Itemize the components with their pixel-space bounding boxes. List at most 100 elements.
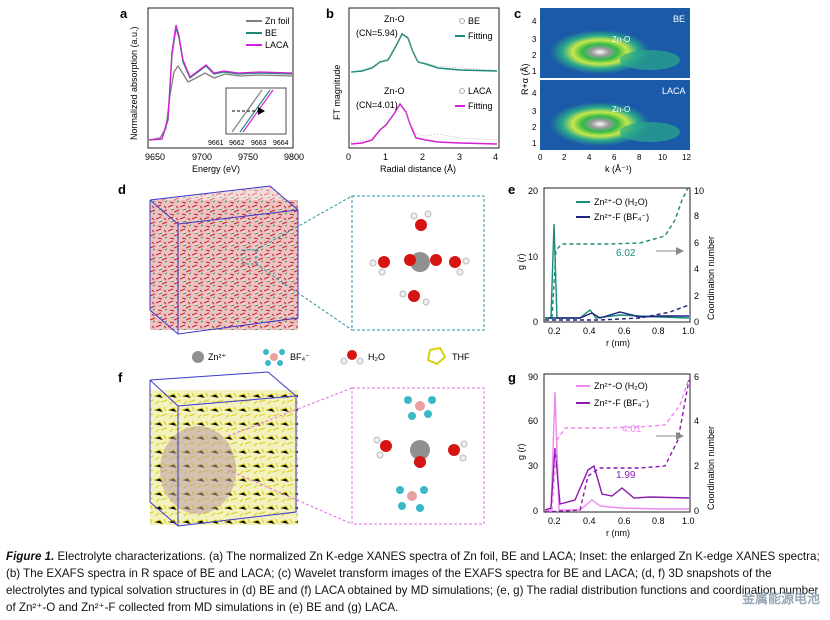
x-axis-label: r (nm): [606, 338, 630, 348]
x-tick-label: 9750: [238, 152, 258, 162]
x-axis-label: Radial distance (Å): [380, 164, 456, 174]
panel-letter-e: e: [508, 182, 515, 197]
cn-value-zn-f: 1.99: [616, 470, 636, 481]
x-tick: 12: [682, 153, 691, 162]
axes-frame: [543, 373, 691, 513]
x-tick-labels: 9650 9700 9750 9800: [145, 152, 304, 162]
y-tick-left: 0: [533, 506, 538, 516]
inset-arrow-head: [258, 107, 265, 115]
panel-letter-b: b: [326, 6, 334, 21]
zoom-region: [241, 249, 257, 265]
curve-laca: [148, 24, 293, 141]
species-label: BF₄⁻: [290, 352, 310, 362]
water-molecule: [380, 440, 392, 452]
y-tick: 3: [532, 35, 537, 44]
species-label: THF: [452, 352, 470, 362]
cn-zn-o: [544, 377, 690, 513]
peak-label-bottom: Zn-O: [384, 86, 405, 96]
x-tick-label: 1: [383, 152, 388, 162]
rdf-zn-o: [545, 391, 689, 511]
legend-marker-be: [459, 18, 465, 24]
x-tick: 0.6: [618, 516, 631, 526]
peak-label-top: Zn-O: [384, 14, 405, 24]
zn-ion-icon: [192, 351, 204, 363]
panel-letter-a: a: [120, 6, 128, 21]
x-tick-label: 9650: [145, 152, 165, 162]
water-molecule: [415, 219, 427, 231]
x-tick: 0: [538, 153, 543, 162]
y-axis-label-left: g (r): [516, 444, 526, 461]
cn-arrow-head: [676, 432, 684, 440]
inset: 9661 9662 9663 9664: [208, 87, 289, 147]
x-tick: 0.2: [548, 516, 561, 526]
panel-b: b FT magnitude Radial distance (Å) 0 1 2…: [326, 6, 500, 174]
legend-label: BE: [265, 28, 277, 38]
legend-label: Fitting: [468, 31, 493, 41]
y-tick-right: 2: [694, 291, 699, 301]
panel-letter-f: f: [118, 370, 123, 385]
x-tick: 8: [637, 153, 642, 162]
cn-zn-o: [545, 187, 689, 319]
rdf-zn-f: [544, 447, 690, 511]
x-tick-label: 3: [457, 152, 462, 162]
rdf-zn-o: [545, 223, 690, 319]
x-axis-label: Energy (eV): [192, 164, 240, 174]
curve-zn-foil: [148, 64, 293, 141]
map-label-laca: LACA: [662, 86, 686, 96]
y-axis-label: Normalized absorption (a.u.): [129, 26, 139, 140]
x-tick: 0.2: [548, 326, 561, 336]
watermark: 金属能源电池: [741, 591, 820, 606]
bf4-icon: [263, 349, 285, 366]
legend-marker-laca: [459, 88, 465, 94]
y-tick: 3: [532, 107, 537, 116]
x-tick: 10: [658, 153, 667, 162]
y-tick-left: 20: [528, 186, 538, 196]
y-tick-right: 6: [694, 372, 699, 382]
bf4-anion: [407, 491, 417, 501]
panel-g: g g (r) Coordination number 0 30 60 90 0…: [508, 370, 716, 538]
y-tick-left: 0: [533, 317, 538, 327]
zoom-line: [227, 469, 353, 525]
legend-label: Zn²⁺-O (H₂O): [594, 381, 648, 391]
inset-tick: 9661: [208, 140, 224, 147]
water-molecule: [414, 456, 426, 468]
water-icon: [340, 350, 364, 365]
cn-zn-f: [545, 304, 690, 321]
y-axis-label-right: Coordination number: [706, 426, 716, 510]
cn-value-zn-o: 4.01: [622, 424, 642, 435]
x-tick: 1.0: [682, 326, 695, 336]
x-tick-label: 9800: [284, 152, 304, 162]
salt-cluster-region: [160, 426, 236, 514]
figure-canvas: a Normalized absorption (a.u.) Energy (e…: [118, 6, 716, 538]
wavelet-blob: [620, 50, 680, 70]
y-tick: 4: [532, 17, 537, 26]
y-tick: 2: [532, 51, 537, 60]
x-tick: 0.8: [652, 516, 665, 526]
x-tick-label: 9700: [192, 152, 212, 162]
peak-label: Zn-O: [612, 35, 630, 44]
x-tick: 0.4: [583, 516, 596, 526]
y-tick-right: 10: [694, 186, 704, 196]
x-tick-label: 0: [346, 152, 351, 162]
inset-tick: 9664: [273, 140, 289, 147]
species-label: Zn²⁺: [208, 352, 227, 362]
y-tick-left: 60: [528, 416, 538, 426]
peak-label: Zn-O: [612, 105, 630, 114]
axes-frame: [543, 187, 691, 323]
y-tick: 1: [532, 67, 537, 76]
x-tick-label: 2: [420, 152, 425, 162]
x-tick: 0.6: [618, 326, 631, 336]
species-legend: Zn²⁺ BF₄⁻ H₂O THF: [192, 346, 470, 366]
inset-tick: 9663: [251, 140, 267, 147]
y-tick-right: 0: [694, 506, 699, 516]
x-tick: 4: [587, 153, 592, 162]
x-tick: 2: [562, 153, 567, 162]
panel-letter-c: c: [514, 6, 521, 21]
x-axis-label: r (nm): [606, 528, 630, 538]
rdf-zn-f: [545, 311, 689, 319]
panel-c: c BE Zn-O LACA Zn-O R+α (Å) 4 3 2 1 4 3 …: [514, 6, 691, 174]
zoom-line: [255, 263, 353, 331]
zoom-line: [227, 387, 353, 437]
legend-label: Fitting: [468, 101, 493, 111]
y-tick-right: 8: [694, 211, 699, 221]
